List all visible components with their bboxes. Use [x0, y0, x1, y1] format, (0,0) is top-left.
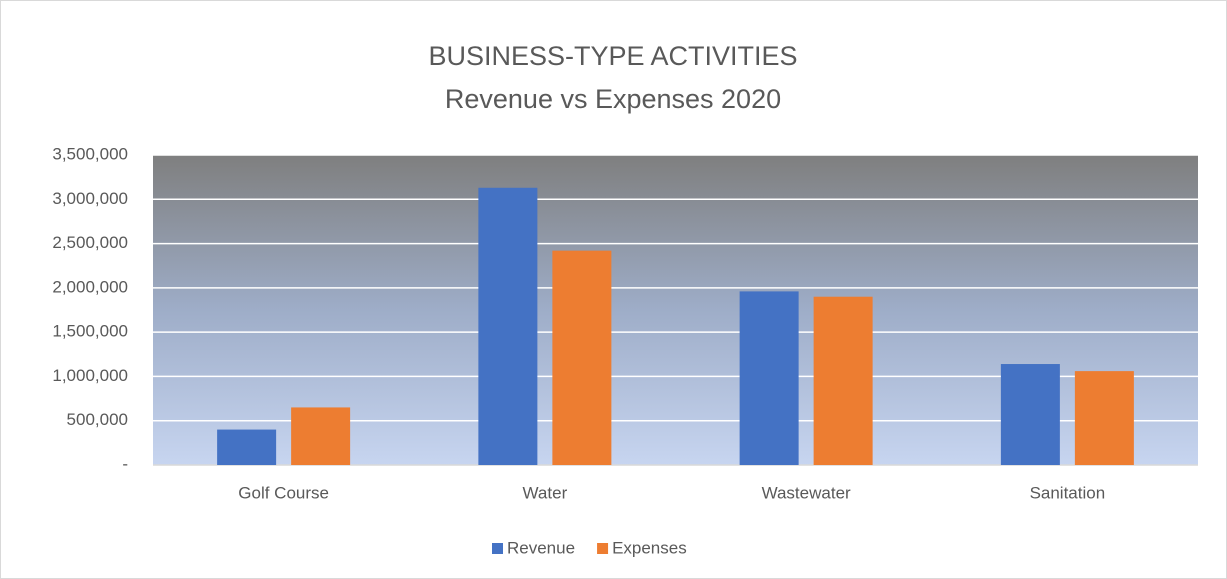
y-tick-label: 3,000,000 — [52, 189, 128, 208]
chart-subtitle: Revenue vs Expenses 2020 — [445, 84, 781, 114]
x-tick-label: Wastewater — [762, 483, 851, 502]
legend-swatch — [492, 543, 503, 554]
bar — [552, 250, 612, 465]
bar — [813, 296, 873, 465]
x-tick-label: Golf Course — [238, 483, 329, 502]
bar — [1074, 371, 1134, 465]
chart-title: BUSINESS-TYPE ACTIVITIES — [428, 41, 797, 71]
x-tick-label: Water — [523, 483, 568, 502]
legend-label: Expenses — [612, 538, 687, 557]
y-tick-label: 2,000,000 — [52, 277, 128, 296]
bar — [739, 291, 799, 465]
bar — [217, 429, 277, 465]
y-tick-label: - — [122, 454, 128, 473]
x-tick-label: Sanitation — [1030, 483, 1106, 502]
legend-label: Revenue — [507, 538, 575, 557]
bar — [478, 187, 538, 465]
y-tick-label: 3,500,000 — [52, 144, 128, 163]
bar — [1000, 364, 1060, 465]
y-tick-label: 500,000 — [67, 410, 128, 429]
y-tick-label: 1,000,000 — [52, 366, 128, 385]
y-tick-label: 1,500,000 — [52, 322, 128, 341]
bar — [291, 407, 351, 465]
legend-swatch — [597, 543, 609, 554]
y-tick-label: 2,500,000 — [52, 233, 128, 252]
